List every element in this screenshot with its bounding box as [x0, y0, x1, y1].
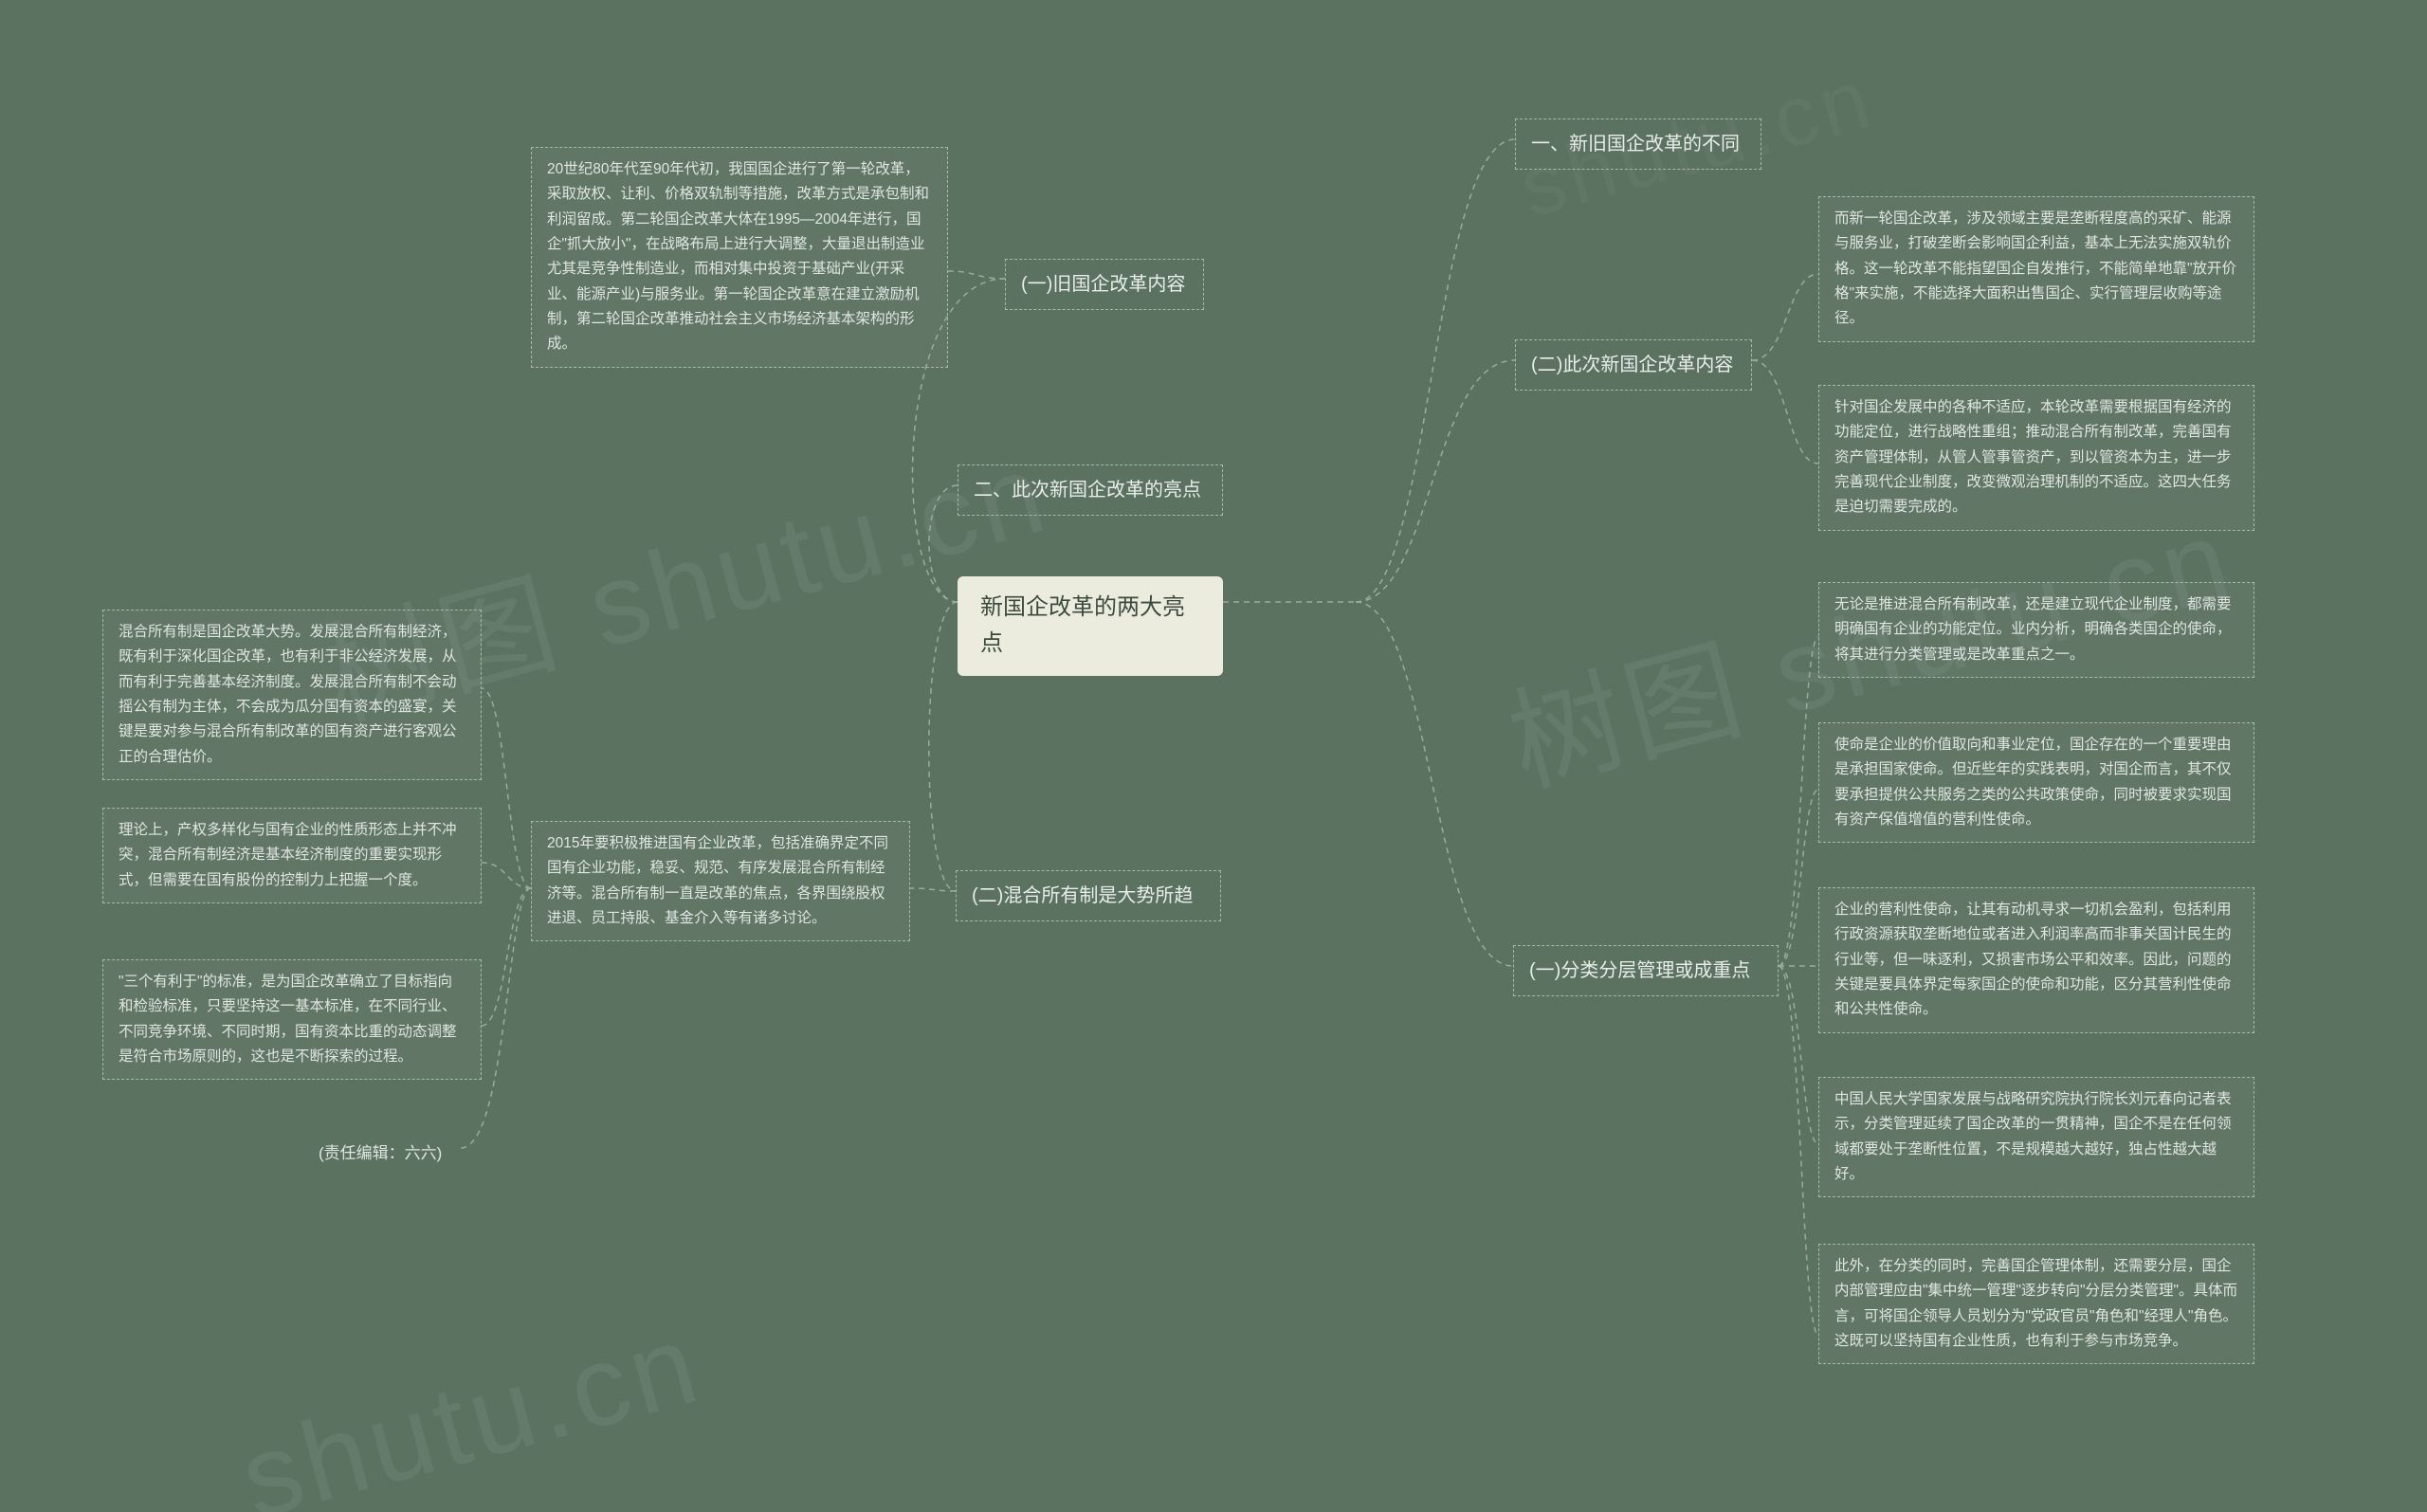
root-node: 新国企改革的两大亮点 — [958, 576, 1223, 676]
leaf-node: "三个有利于"的标准，是为国企改革确立了目标指向和检验标准，只要坚持这一基本标准… — [102, 959, 482, 1080]
leaf-node: 无论是推进混合所有制改革，还是建立现代企业制度，都需要明确国有企业的功能定位。业… — [1818, 582, 2254, 678]
leaf-node: 20世纪80年代至90年代初，我国国企进行了第一轮改革，采取放权、让利、价格双轨… — [531, 147, 948, 368]
leaf-node: 理论上，产权多样化与国有企业的性质形态上并不冲突，混合所有制经济是基本经济制度的… — [102, 808, 482, 903]
section-node: (一)分类分层管理或成重点 — [1513, 945, 1779, 996]
section-node: 二、此次新国企改革的亮点 — [958, 465, 1223, 516]
leaf-node: 企业的营利性使命，让其有动机寻求一切机会盈利，包括利用行政资源获取垄断地位或者进… — [1818, 887, 2254, 1033]
watermark: shutu.cn — [228, 1297, 715, 1512]
leaf-node: 针对国企发展中的各种不适应，本轮改革需要根据国有经济的功能定位，进行战略性重组；… — [1818, 385, 2254, 531]
section-node: (一)旧国企改革内容 — [1005, 259, 1204, 310]
leaf-node: 使命是企业的价值取向和事业定位，国企存在的一个重要理由是承担国家使命。但近些年的… — [1818, 722, 2254, 843]
leaf-node: 而新一轮国企改革，涉及领域主要是垄断程度高的采矿、能源与服务业，打破垄断会影响国… — [1818, 196, 2254, 342]
leaf-node: 混合所有制是国企改革大势。发展混合所有制经济，既有利于深化国企改革，也有利于非公… — [102, 610, 482, 780]
heading-node: 一、新旧国企改革的不同 — [1515, 118, 1761, 170]
section-node: (二)混合所有制是大势所趋 — [956, 870, 1221, 921]
section-node: (二)此次新国企改革内容 — [1515, 339, 1752, 391]
leaf-node: 中国人民大学国家发展与战略研究院执行院长刘元春向记者表示，分类管理延续了国企改革… — [1818, 1077, 2254, 1197]
editor-credit: (责任编辑：六六) — [303, 1131, 480, 1175]
leaf-node: 此外，在分类的同时，完善国企管理体制，还需要分层，国企内部管理应由"集中统一管理… — [1818, 1244, 2254, 1364]
leaf-node: 2015年要积极推进国有企业改革，包括准确界定不同国有企业功能，稳妥、规范、有序… — [531, 821, 910, 941]
